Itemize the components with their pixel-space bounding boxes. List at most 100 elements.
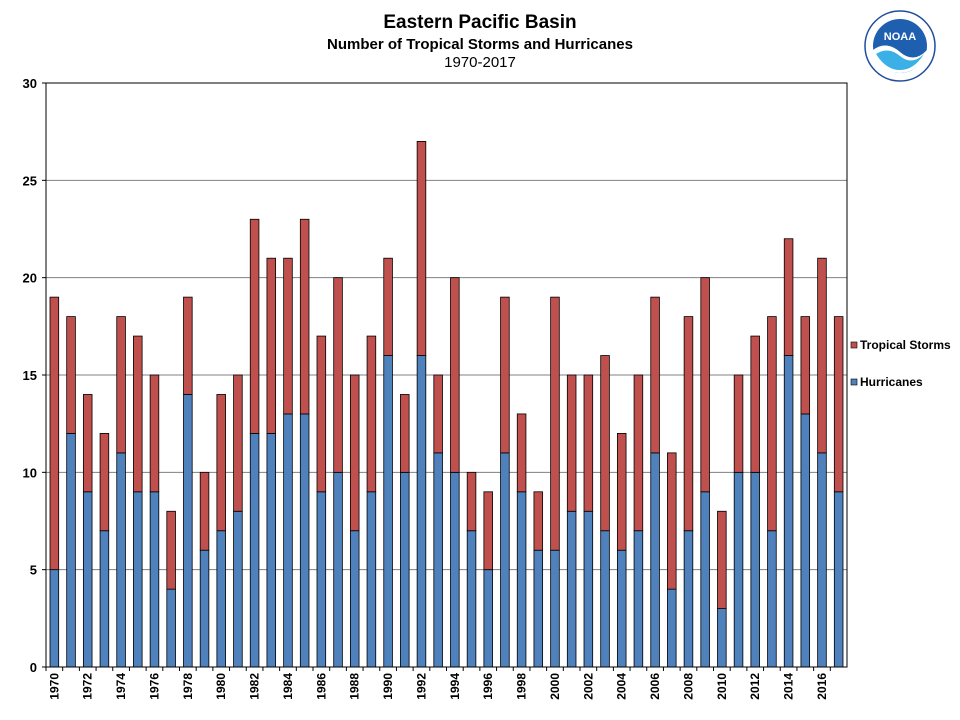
bar-hurricanes (783, 355, 794, 668)
y-tick-label: 10 (23, 465, 37, 480)
bar-hurricanes (116, 452, 126, 668)
bar-tropical-storms (366, 335, 377, 493)
x-tick-label: 1978 (181, 673, 195, 700)
bar-tropical-storms (99, 432, 110, 532)
bar-tropical-storms (783, 238, 794, 356)
noaa-logo-label: NOAA (884, 31, 916, 43)
bar-tropical-storms (600, 355, 610, 532)
legend-swatch (850, 378, 858, 386)
bar-hurricanes (533, 549, 544, 668)
x-tick-label: 2014 (782, 673, 796, 700)
x-tick-label: 2016 (815, 673, 829, 700)
bar-hurricanes (633, 530, 644, 668)
bar-tropical-storms (633, 374, 644, 532)
bar-tropical-storms (166, 510, 176, 590)
x-tick-label: 1996 (481, 673, 495, 700)
bar-tropical-storms (817, 257, 827, 454)
bar-hurricanes (249, 432, 260, 668)
bar-tropical-storms (667, 452, 677, 590)
bar-tropical-storms (450, 277, 460, 473)
x-tick-label: 1992 (414, 673, 428, 700)
bar-hurricanes (700, 491, 710, 668)
chart-title: Eastern Pacific Basin (383, 12, 577, 33)
bar-hurricanes (450, 471, 460, 668)
x-tick-label: 1974 (114, 673, 128, 700)
x-tick-label: 2006 (648, 673, 662, 700)
x-tick-label: 1970 (47, 673, 61, 700)
bar-tropical-storms (433, 374, 443, 454)
x-tick-label: 1988 (348, 673, 362, 700)
bar-hurricanes (233, 510, 243, 668)
bar-tropical-storms (266, 257, 277, 434)
bar-tropical-storms (299, 218, 310, 415)
bar-hurricanes (383, 355, 393, 668)
y-tick-label: 5 (30, 563, 37, 578)
x-tick-label: 2004 (615, 673, 629, 700)
bar-tropical-storms (800, 316, 811, 415)
bar-tropical-storms (149, 374, 160, 493)
bar-hurricanes (66, 432, 76, 668)
bar-tropical-storms (333, 277, 343, 473)
bar-tropical-storms (550, 296, 560, 551)
bar-hurricanes (333, 471, 343, 668)
noaa-logo-icon: NOAA (864, 10, 936, 82)
x-tick-label: 1972 (81, 673, 95, 700)
bar-tropical-storms (49, 296, 60, 571)
bar-tropical-storms (733, 374, 744, 473)
bar-tropical-storms (516, 413, 527, 493)
chart-year-range: 1970-2017 (444, 54, 516, 71)
bar-hurricanes (149, 491, 160, 668)
bar-tropical-storms (233, 374, 243, 512)
bar-tropical-storms (500, 296, 510, 454)
bar-hurricanes (750, 471, 760, 668)
bar-tropical-storms (583, 374, 594, 512)
bar-hurricanes (650, 452, 660, 668)
bar-hurricanes (99, 530, 110, 668)
bar-tropical-storms (566, 374, 577, 512)
y-tick-label: 15 (23, 368, 37, 383)
x-tick-label: 2002 (581, 673, 595, 700)
bar-hurricanes (433, 452, 443, 668)
bar-hurricanes (400, 471, 410, 668)
bar-tropical-storms (616, 432, 627, 551)
bar-tropical-storms (466, 471, 477, 532)
bar-hurricanes (717, 608, 727, 668)
bar-tropical-storms (533, 491, 544, 551)
bar-hurricanes (583, 510, 594, 668)
bar-hurricanes (667, 588, 677, 668)
bar-tropical-storms (349, 374, 360, 532)
bar-tropical-storms (383, 257, 393, 356)
bar-hurricanes (82, 491, 93, 668)
bar-hurricanes (817, 452, 827, 668)
x-tick-label: 2012 (748, 673, 762, 700)
bar-tropical-storms (683, 316, 694, 532)
bar-hurricanes (133, 491, 143, 668)
bar-hurricanes (216, 530, 226, 668)
bar-hurricanes (566, 510, 577, 668)
y-tick-label: 30 (23, 76, 37, 91)
bar-tropical-storms (216, 394, 226, 532)
legend-label: Tropical Storms (860, 338, 951, 352)
bar-tropical-storms (750, 335, 760, 473)
x-tick-label: 1976 (147, 673, 161, 700)
bar-tropical-storms (116, 316, 126, 454)
x-tick-label: 1990 (381, 673, 395, 700)
bar-hurricanes (283, 413, 293, 668)
bar-tropical-storms (183, 296, 193, 395)
x-tick-label: 2000 (548, 673, 562, 700)
bar-hurricanes (733, 471, 744, 668)
bar-tropical-storms (316, 335, 327, 493)
bar-tropical-storms (483, 491, 493, 571)
bar-tropical-storms (400, 394, 410, 473)
legend-swatch (850, 341, 858, 349)
bar-hurricanes (49, 569, 60, 668)
bar-hurricanes (600, 530, 610, 668)
x-tick-label: 2008 (681, 673, 695, 700)
bar-tropical-storms (767, 316, 777, 532)
bar-tropical-storms (650, 296, 660, 454)
bar-hurricanes (199, 549, 210, 668)
x-tick-label: 1984 (281, 673, 295, 700)
bar-hurricanes (833, 491, 844, 668)
bar-tropical-storms (416, 140, 427, 356)
